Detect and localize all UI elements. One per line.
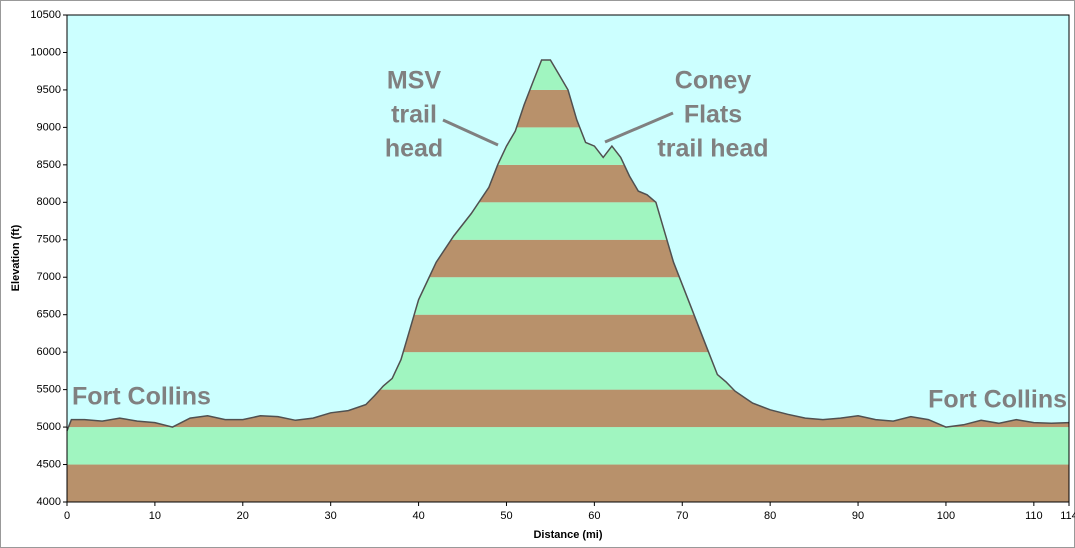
y-tick-label: 5500 xyxy=(37,384,61,396)
y-tick-label: 10500 xyxy=(30,9,61,21)
annotation: Fort Collins xyxy=(928,386,1067,414)
y-tick-label: 6000 xyxy=(37,346,61,358)
elevation-band xyxy=(67,427,1069,465)
plot-border xyxy=(66,14,1070,503)
annotation: trail head xyxy=(657,135,768,163)
y-tick-label: 4000 xyxy=(37,496,61,508)
y-tick-label: 7500 xyxy=(37,234,61,246)
x-tick-label: 40 xyxy=(412,510,424,522)
x-tick-label: 0 xyxy=(64,510,70,522)
x-tick-label: 60 xyxy=(588,510,600,522)
y-axis-title: Elevation (ft) xyxy=(10,224,22,291)
x-tick-label: 80 xyxy=(764,510,776,522)
annotation: Flats xyxy=(684,101,742,129)
y-tick-label: 10000 xyxy=(30,46,61,58)
x-tick-label: 110 xyxy=(1025,510,1043,522)
x-tick-label: 10 xyxy=(149,510,161,522)
x-tick-label: 100 xyxy=(937,510,955,522)
y-tick-label: 6500 xyxy=(37,309,61,321)
x-tick-label: 50 xyxy=(500,510,512,522)
annotation: trail xyxy=(391,101,437,129)
y-tick-label: 5000 xyxy=(37,421,61,433)
annotation: Coney xyxy=(675,67,752,95)
y-tick-label: 9500 xyxy=(37,84,61,96)
elevation-band xyxy=(67,464,1069,502)
y-tick-label: 8500 xyxy=(37,159,61,171)
annotation: Fort Collins xyxy=(72,383,211,411)
y-tick-label: 8000 xyxy=(37,196,61,208)
annotation: MSV xyxy=(387,67,442,95)
y-tick-label: 7000 xyxy=(37,271,61,283)
annotation: head xyxy=(385,135,443,163)
x-tick-label: 30 xyxy=(325,510,337,522)
x-tick-label: 90 xyxy=(852,510,864,522)
elevation-line xyxy=(66,59,1070,432)
annotation-pointer xyxy=(604,111,674,144)
x-axis-title: Distance (mi) xyxy=(533,529,602,541)
annotation-pointer xyxy=(442,118,499,147)
y-tick-label: 9000 xyxy=(37,121,61,133)
x-tick-label: 114 xyxy=(1060,510,1075,522)
y-tick-label: 4500 xyxy=(37,458,61,470)
x-tick-label: 20 xyxy=(237,510,249,522)
x-tick-label: 70 xyxy=(676,510,688,522)
